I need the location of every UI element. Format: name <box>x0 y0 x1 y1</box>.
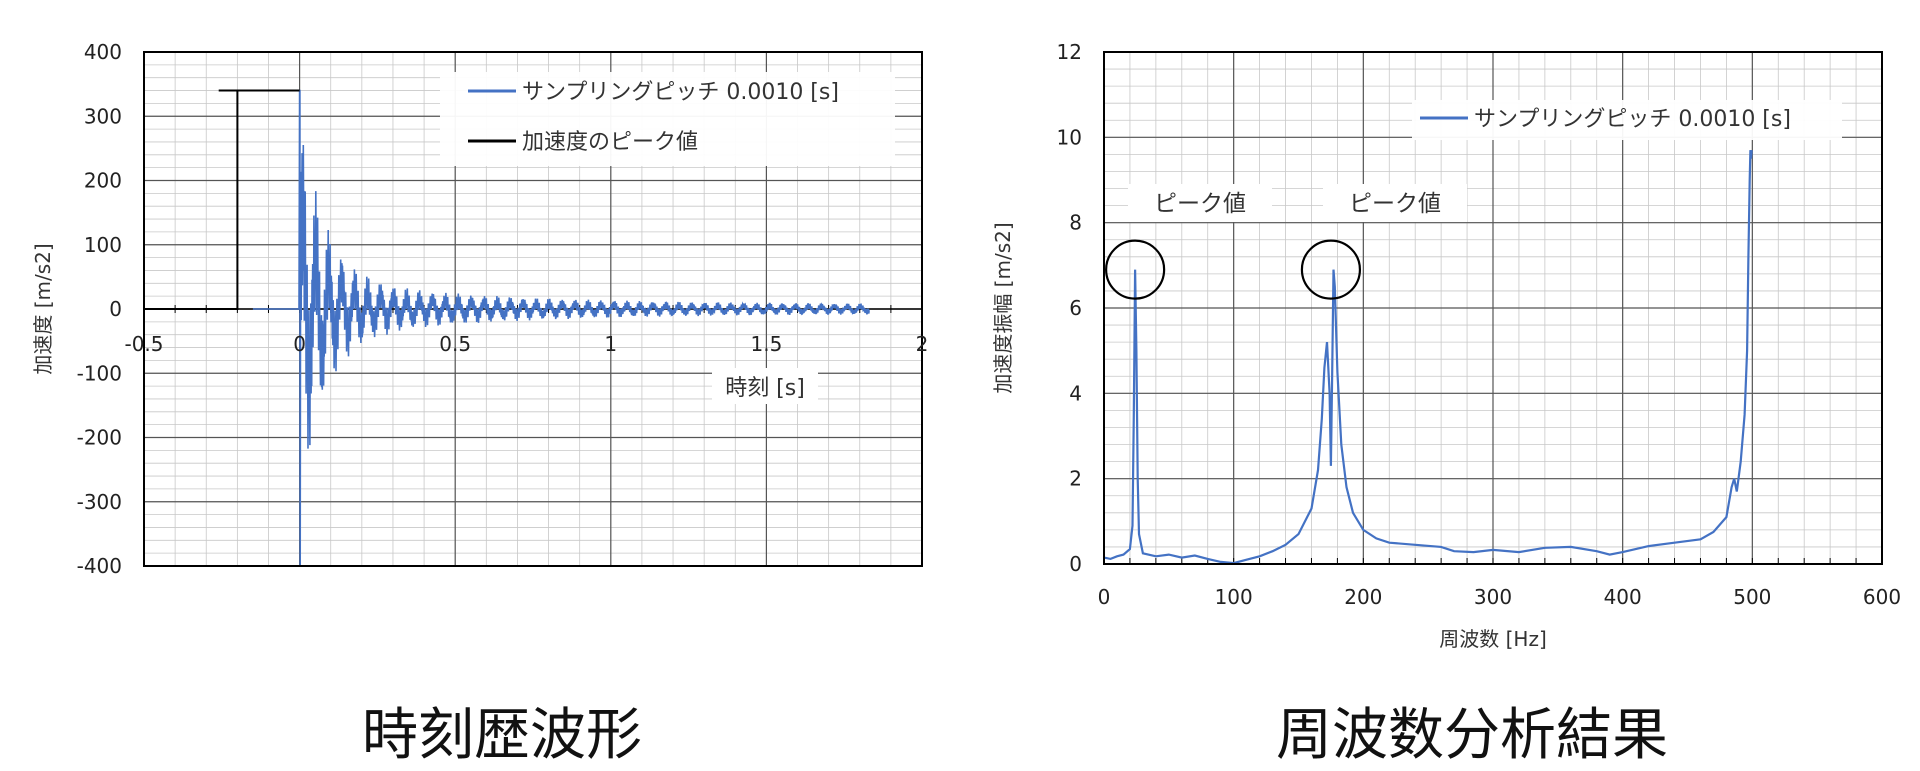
y-tick-label: 100 <box>84 233 122 257</box>
x-tick-label: 100 <box>1215 585 1253 609</box>
x-tick-label: 0.5 <box>439 332 471 356</box>
sampling-waveform-series <box>252 89 870 566</box>
peak-annotation-label-bg <box>1128 184 1272 222</box>
time-history-caption: 時刻歴波形 <box>362 703 642 768</box>
y-tick-label: 0 <box>1069 552 1082 576</box>
legend-label-waveform: サンプリングピッチ 0.0010 [s] <box>522 80 839 105</box>
x-tick-label: 200 <box>1344 585 1382 609</box>
peak-annotation-label: ピーク値 <box>1349 191 1441 217</box>
y-axis-label: 加速度 [m/s2] <box>31 243 55 374</box>
y-tick-label: 4 <box>1069 381 1082 405</box>
x-tick-label: 1.5 <box>750 332 782 356</box>
legend-box <box>1412 100 1842 140</box>
y-tick-label: 400 <box>84 40 122 64</box>
legend-box <box>440 72 895 166</box>
y-tick-label: 200 <box>84 169 122 193</box>
x-tick-label: 1 <box>604 332 617 356</box>
y-tick-label: -400 <box>77 554 122 578</box>
peak-annotation-circle <box>1105 239 1166 300</box>
legend-label-peak: 加速度のピーク値 <box>522 130 698 155</box>
x-tick-label: 300 <box>1474 585 1512 609</box>
x-tick-label: 500 <box>1733 585 1771 609</box>
x-tick-label: 0 <box>1098 585 1111 609</box>
sampling-spectrum-series <box>1103 150 1753 565</box>
x-tick-label: 2 <box>916 332 929 356</box>
y-axis-label: 加速度振幅 [m/s2] <box>991 222 1015 393</box>
x-axis-label-bg <box>712 368 818 404</box>
plot-frame <box>143 51 923 567</box>
y-tick-label: 10 <box>1057 125 1082 149</box>
plot-frame <box>1103 51 1883 565</box>
legend-label-spectrum: サンプリングピッチ 0.0010 [s] <box>1474 107 1791 132</box>
peak-annotation-circle <box>1300 239 1362 300</box>
y-tick-label: 300 <box>84 104 122 128</box>
y-tick-label: -300 <box>77 490 122 514</box>
y-tick-label: 12 <box>1057 40 1082 64</box>
y-tick-label: 0 <box>109 297 122 321</box>
frequency-analysis-caption: 周波数分析結果 <box>1276 703 1668 768</box>
x-tick-label: 600 <box>1863 585 1901 609</box>
y-tick-label: 2 <box>1069 467 1082 491</box>
peak-annotation-label-bg <box>1323 184 1467 222</box>
peak-annotation-label: ピーク値 <box>1154 191 1246 217</box>
y-tick-label: -100 <box>77 361 122 385</box>
y-tick-label: -200 <box>77 426 122 450</box>
acceleration-peak-series <box>144 89 300 310</box>
x-axis-label: 時刻 [s] <box>725 376 805 401</box>
x-tick-label: -0.5 <box>124 332 163 356</box>
x-axis-label: 周波数 [Hz] <box>1439 627 1547 651</box>
y-tick-label: 8 <box>1069 211 1082 235</box>
x-tick-label: 400 <box>1604 585 1642 609</box>
x-tick-label: 0 <box>293 332 306 356</box>
y-tick-label: 6 <box>1069 296 1082 320</box>
